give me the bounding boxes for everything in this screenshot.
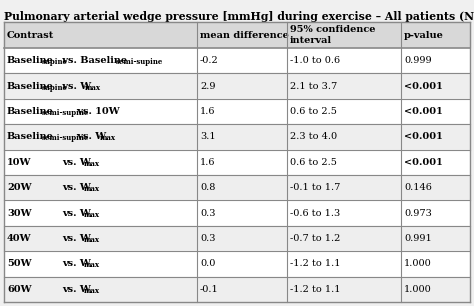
Text: vs. W: vs. W [74, 132, 107, 141]
Text: -0.1: -0.1 [200, 285, 219, 294]
Text: max: max [83, 160, 100, 168]
Text: 2.9: 2.9 [200, 82, 216, 91]
Text: max: max [83, 211, 100, 218]
Bar [4, 200, 470, 226]
Text: 2.1 to 3.7: 2.1 to 3.7 [290, 82, 337, 91]
Text: 0.3: 0.3 [200, 209, 216, 218]
Text: Baseline: Baseline [7, 132, 54, 141]
Text: max: max [83, 185, 100, 193]
Text: vs. W: vs. W [62, 259, 91, 268]
Text: 1.000: 1.000 [404, 259, 432, 268]
Text: Baseline: Baseline [7, 82, 54, 91]
Text: 0.8: 0.8 [200, 183, 215, 192]
Text: 2.3 to 4.0: 2.3 to 4.0 [290, 132, 337, 141]
Text: 0.973: 0.973 [404, 209, 432, 218]
Text: supine: supine [41, 84, 67, 91]
Text: vs. W: vs. W [62, 158, 91, 167]
Text: 0.999: 0.999 [404, 56, 432, 65]
Text: vs. 10W: vs. 10W [74, 107, 120, 116]
Text: vs. W: vs. W [62, 209, 91, 218]
Text: 10W: 10W [7, 158, 31, 167]
Bar [4, 73, 470, 99]
Text: 60W: 60W [7, 285, 32, 294]
Bar [4, 22, 470, 48]
Text: 20W: 20W [7, 183, 32, 192]
Text: max: max [100, 134, 116, 142]
Text: 50W: 50W [7, 259, 32, 268]
Text: 3.1: 3.1 [200, 132, 216, 141]
Text: <0.001: <0.001 [404, 107, 443, 116]
Text: max: max [83, 236, 100, 244]
Bar [4, 48, 470, 73]
Bar [4, 99, 470, 124]
Text: vs. W: vs. W [62, 183, 91, 192]
Text: <0.001: <0.001 [404, 132, 443, 141]
Text: vs. W: vs. W [62, 234, 91, 243]
Text: mean difference: mean difference [200, 31, 289, 39]
Bar [4, 251, 470, 277]
Text: 0.991: 0.991 [404, 234, 432, 243]
Text: -0.2: -0.2 [200, 56, 219, 65]
Text: semi-supine: semi-supine [115, 58, 163, 66]
Text: 1.6: 1.6 [200, 107, 216, 116]
Text: vs. W: vs. W [59, 82, 91, 91]
Text: 1.6: 1.6 [200, 158, 216, 167]
Text: -1.2 to 1.1: -1.2 to 1.1 [290, 285, 340, 294]
Text: 1.000: 1.000 [404, 285, 432, 294]
Bar [4, 150, 470, 175]
Text: -0.6 to 1.3: -0.6 to 1.3 [290, 209, 340, 218]
Text: Contrast: Contrast [7, 31, 54, 39]
Bar [4, 175, 470, 200]
Text: <0.001: <0.001 [404, 158, 443, 167]
Text: <0.001: <0.001 [404, 82, 443, 91]
Text: max: max [85, 84, 101, 91]
Text: vs. W: vs. W [62, 285, 91, 294]
Text: 0.0: 0.0 [200, 259, 215, 268]
Text: 95% confidence
interval: 95% confidence interval [290, 25, 375, 45]
Text: -1.2 to 1.1: -1.2 to 1.1 [290, 259, 340, 268]
Text: Baseline: Baseline [7, 107, 54, 116]
Text: 0.6 to 2.5: 0.6 to 2.5 [290, 158, 337, 167]
Text: 40W: 40W [7, 234, 32, 243]
Text: supine: supine [41, 58, 67, 66]
Bar [4, 124, 470, 150]
Text: 0.146: 0.146 [404, 183, 432, 192]
Text: semi-supine: semi-supine [41, 134, 89, 142]
Text: p-value: p-value [404, 31, 444, 39]
Text: -0.1 to 1.7: -0.1 to 1.7 [290, 183, 340, 192]
Text: vs. Baseline: vs. Baseline [59, 56, 128, 65]
Text: 30W: 30W [7, 209, 32, 218]
Text: -0.7 to 1.2: -0.7 to 1.2 [290, 234, 340, 243]
Text: max: max [83, 287, 100, 295]
Text: max: max [83, 261, 100, 269]
Text: 0.3: 0.3 [200, 234, 216, 243]
Bar [4, 277, 470, 302]
Text: Pulmonary arterial wedge pressure [mmHg] during exercise – All patients (N=121): Pulmonary arterial wedge pressure [mmHg]… [4, 11, 474, 22]
Text: 0.6 to 2.5: 0.6 to 2.5 [290, 107, 337, 116]
Text: semi-supine: semi-supine [41, 109, 89, 117]
Text: Baseline: Baseline [7, 56, 54, 65]
Bar [4, 226, 470, 251]
Text: -1.0 to 0.6: -1.0 to 0.6 [290, 56, 340, 65]
